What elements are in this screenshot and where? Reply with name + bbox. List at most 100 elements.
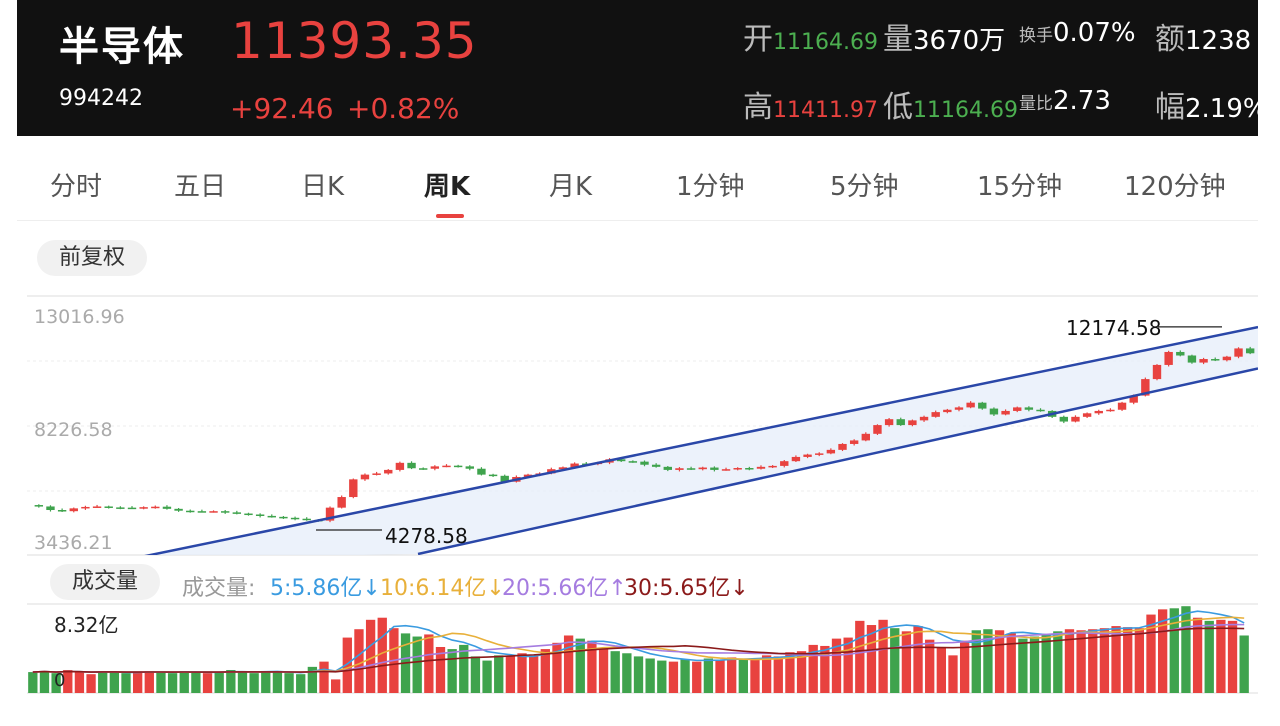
volume-bar — [761, 655, 772, 693]
candle-body — [838, 443, 847, 450]
candle-body — [710, 467, 719, 470]
volume-bar — [435, 646, 446, 693]
tab-intraday[interactable]: 分时 — [50, 172, 103, 202]
volume-bar — [901, 631, 912, 693]
amount-stat: 额1238 — [1155, 14, 1251, 58]
candle-body — [1152, 364, 1162, 380]
tab-weekly-k[interactable]: 周K — [424, 172, 471, 202]
amplitude-label: 幅 — [1155, 90, 1185, 125]
volume-bar — [855, 620, 865, 693]
volume-bar — [1204, 620, 1214, 693]
volume-bar — [482, 660, 492, 693]
candle-body — [1106, 409, 1115, 412]
candle-body — [465, 466, 474, 469]
price-change: +92.46 — [230, 92, 334, 125]
volume-bar — [179, 671, 189, 693]
volume-bar — [1123, 627, 1133, 693]
volume-ma-lines — [32, 610, 1245, 674]
volume-bar — [657, 660, 667, 693]
volume-bar — [983, 629, 993, 693]
volume-bar — [1111, 626, 1121, 693]
quote-header: 半导体 994242 11393.35 +92.46 +0.82% 开11164… — [17, 0, 1258, 136]
stock-name: 半导体 — [59, 24, 185, 70]
volume-zero-label: 0 — [54, 670, 65, 691]
volume-bar — [517, 653, 527, 693]
candle-body — [849, 440, 859, 444]
trend-channel — [144, 325, 1258, 555]
volume-bar — [51, 673, 61, 693]
candle-body — [640, 461, 649, 465]
volume-bar — [1227, 620, 1238, 693]
candle-body — [279, 516, 288, 519]
volume-bar — [645, 658, 655, 693]
adjust-mode-button[interactable]: 前复权 — [37, 240, 148, 276]
candle-body — [419, 468, 428, 470]
candle-body — [826, 449, 836, 454]
candle-body — [477, 468, 486, 475]
candle-body — [81, 506, 90, 509]
volume-bar — [412, 636, 422, 693]
candle-body — [1176, 351, 1185, 356]
volume-bar — [820, 645, 830, 693]
candle-body — [1013, 407, 1022, 411]
tab-120-minute[interactable]: 120分钟 — [1124, 172, 1226, 202]
candle-body — [1117, 402, 1127, 410]
candle-body — [523, 474, 533, 477]
volume-bar — [1029, 636, 1040, 693]
y-tick-label: 3436.21 — [34, 532, 113, 554]
volume-bar — [796, 651, 807, 693]
candle-body — [407, 462, 416, 469]
candle-body — [1024, 407, 1034, 410]
volume-bar — [86, 674, 96, 693]
volume-bar — [668, 661, 679, 693]
volume-bar — [342, 637, 352, 693]
volume-max-label: 8.32亿 — [54, 613, 119, 637]
volume-bar — [1146, 614, 1156, 693]
volume-bar — [1134, 628, 1145, 693]
candle-body — [558, 467, 568, 470]
candle-body — [46, 506, 55, 511]
tab-daily-k[interactable]: 日K — [301, 172, 345, 202]
volume-bar — [459, 644, 469, 693]
candle-body — [1001, 410, 1010, 415]
volume-bar — [994, 630, 1005, 693]
candle-body — [1234, 348, 1243, 357]
volume-indicator-button[interactable]: 成交量 — [50, 564, 161, 600]
y-tick-label: 13016.96 — [34, 306, 125, 328]
candle-body — [384, 469, 393, 474]
volume-bar — [214, 672, 224, 693]
volume-bar — [948, 655, 958, 693]
tab-monthly-k[interactable]: 月K — [549, 172, 593, 202]
volume-bar — [959, 640, 970, 693]
candle-body — [151, 506, 160, 509]
volume-bar — [1181, 606, 1191, 693]
turnover-value: 0.07% — [1053, 18, 1136, 48]
candle-body — [721, 469, 731, 471]
candle-body — [360, 474, 370, 480]
candle-body — [884, 419, 894, 426]
candle-body — [686, 468, 696, 470]
candle-body — [34, 505, 44, 507]
tab-five-day[interactable]: 五日 — [174, 172, 227, 202]
amount-value: 1238 — [1185, 26, 1252, 56]
volume-bar — [284, 673, 294, 693]
volume-bar — [28, 672, 38, 693]
open-stat: 开11164.69 — [743, 14, 878, 58]
volume-bar — [365, 619, 376, 693]
tab-15-minute[interactable]: 15分钟 — [977, 172, 1063, 202]
candle-body — [954, 407, 964, 410]
period-tabs: 分时 五日 日K 周K 月K 1分钟 5分钟 15分钟 120分钟 ⌄ — [17, 144, 1274, 221]
volume-bar — [237, 671, 248, 693]
channel-lower-line — [417, 367, 1258, 555]
volume-bar — [622, 653, 632, 693]
volume-bar — [610, 651, 620, 693]
volume-bar — [505, 656, 516, 693]
tab-1-minute[interactable]: 1分钟 — [676, 172, 745, 202]
volume-bar — [773, 656, 783, 693]
candle-body — [209, 511, 218, 513]
volume-bar — [98, 671, 108, 693]
volume-bar — [878, 619, 888, 693]
tab-5-minute[interactable]: 5分钟 — [830, 172, 899, 202]
candle-body — [430, 466, 440, 469]
volume-value: 3670万 — [913, 26, 1006, 56]
